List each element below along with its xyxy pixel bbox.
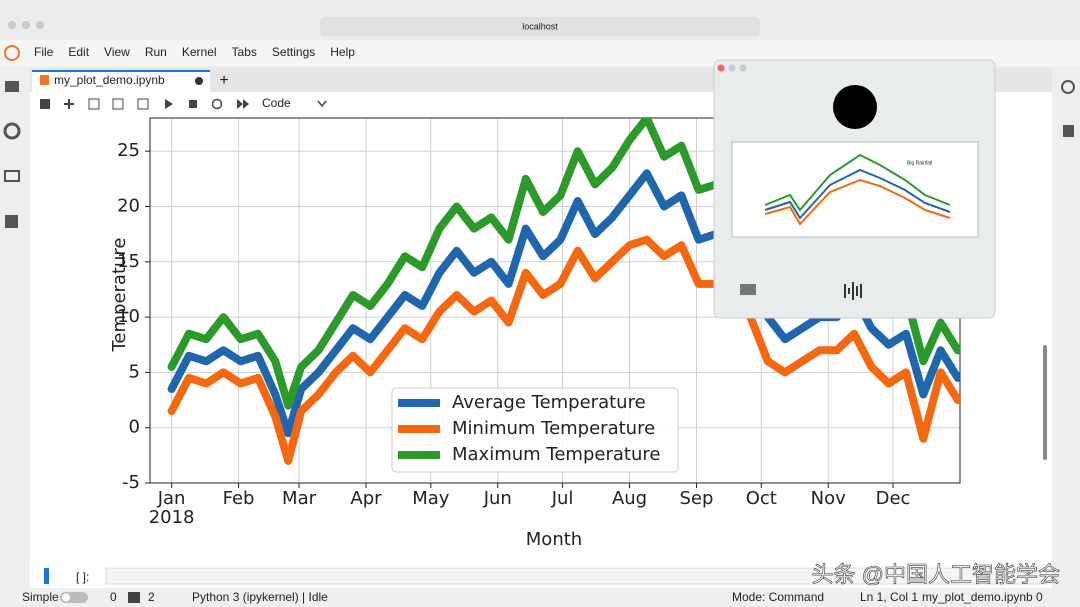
menu-item[interactable]: Kernel	[182, 45, 217, 59]
legend-label: Minimum Temperature	[452, 418, 655, 439]
file-name: my_plot_demo.ipynb	[922, 590, 1033, 604]
sidebar-icon[interactable]	[1061, 80, 1075, 94]
camera-dot	[833, 85, 877, 129]
thumbnail-line	[764, 178, 951, 226]
new-tab[interactable]: +	[219, 72, 228, 89]
status-simple: Simple	[22, 590, 59, 604]
legend: Average Temperature Minimum Temperature Ma…	[391, 387, 679, 473]
chart: -5 0 5 10 15 20 25 Jan Feb Mar Apr May Jun Jul Aug Sep O…	[109, 117, 961, 550]
x-tick-label: Oct	[746, 488, 777, 509]
tab[interactable]	[32, 70, 210, 92]
thumbnail	[731, 141, 979, 238]
terminal-icon	[128, 592, 140, 603]
tab-title: my_plot_demo.ipynb	[54, 73, 165, 87]
x-tick-label: Sep	[680, 488, 714, 509]
restart-icon[interactable]	[211, 98, 223, 110]
x-tick-label: Mar	[282, 488, 317, 509]
jupyter-logo	[4, 45, 20, 61]
x-axis-label: Month	[526, 529, 582, 550]
save-icon[interactable]	[40, 99, 50, 109]
y-tick-label: 15	[117, 251, 140, 272]
unsaved-dot[interactable]	[195, 77, 203, 85]
x-tick-label: Jul	[551, 488, 574, 509]
menu-item[interactable]: View	[104, 45, 130, 59]
paste-icon[interactable]	[137, 98, 149, 110]
x-tick-label: Nov	[811, 488, 846, 509]
menu-item[interactable]: Settings	[272, 45, 315, 59]
x-tick-label: Apr	[350, 488, 382, 509]
audio-icon[interactable]	[844, 282, 862, 300]
run-all-icon[interactable]	[237, 99, 249, 109]
copy-icon[interactable]	[112, 98, 124, 110]
legend-label: Average Temperature	[452, 392, 646, 413]
sidebar-icon[interactable]	[5, 215, 18, 228]
x-tick-year: 2018	[149, 507, 195, 528]
stop-icon[interactable]	[189, 100, 197, 108]
window-button[interactable]	[36, 21, 44, 29]
sidebar-icon[interactable]	[3, 122, 21, 140]
scrollbar[interactable]	[1043, 345, 1047, 460]
status-count: 0	[110, 590, 117, 604]
run-icon[interactable]	[165, 99, 173, 109]
address-text: localhost	[522, 21, 558, 31]
cell-type[interactable]: Code	[262, 96, 291, 110]
notification-count: 0	[1036, 590, 1043, 604]
status-bar	[0, 588, 1080, 607]
address-bar[interactable]	[320, 17, 760, 36]
y-tick-label: 20	[117, 195, 140, 216]
window-button[interactable]	[739, 64, 747, 72]
y-tick-label: 5	[129, 361, 140, 382]
sidebar-icon[interactable]	[5, 81, 19, 92]
y-tick-label: 25	[117, 140, 140, 161]
menu-item[interactable]: Run	[145, 45, 167, 59]
toggle-knob	[62, 593, 70, 602]
thumbnail-line	[764, 153, 951, 212]
menu-item[interactable]: Tabs	[232, 45, 257, 59]
window-button[interactable]	[717, 64, 725, 72]
x-tick-label: Dec	[876, 488, 911, 509]
window-button[interactable]	[8, 21, 16, 29]
thumbnail-line	[764, 168, 951, 220]
left-sidebar	[0, 66, 26, 588]
add-icon[interactable]	[68, 99, 70, 109]
window-button[interactable]	[728, 64, 736, 72]
window-button[interactable]	[22, 21, 30, 29]
screen-icon[interactable]	[740, 284, 756, 295]
notebook-icon	[40, 75, 49, 85]
x-tick-label: Jun	[483, 488, 512, 509]
mode-status: Mode: Command	[732, 590, 824, 604]
y-axis-label: Temperature	[109, 237, 130, 352]
cell-prompt: [ ]:	[76, 570, 89, 584]
x-tick-label: Feb	[223, 488, 255, 509]
y-tick-label: -5	[122, 472, 140, 493]
menu-item[interactable]: File	[34, 45, 54, 59]
sidebar-icon[interactable]	[4, 170, 20, 182]
thumbnail-annotation: Big Rainfall	[907, 160, 932, 166]
active-cell-bar	[44, 568, 49, 584]
sidebar-icon[interactable]	[1063, 125, 1074, 137]
x-tick-label: Aug	[612, 488, 647, 509]
code-cell[interactable]	[105, 567, 1047, 585]
dropdown-arrow	[317, 100, 327, 108]
data-line	[167, 235, 960, 465]
y-tick-label: 0	[129, 417, 140, 438]
y-tick-label: 10	[117, 306, 140, 327]
menu-item[interactable]: Help	[330, 45, 355, 59]
legend-label: Maximum Temperature	[452, 444, 660, 465]
kernel-status: Python 3 (ipykernel) | Idle	[192, 590, 328, 604]
status-count: 2	[148, 590, 155, 604]
menu-item[interactable]: Edit	[68, 45, 89, 59]
x-tick-label: Jan	[157, 488, 186, 509]
menu: File Edit View Run Kernel Tabs Settings Help	[34, 45, 355, 59]
x-tick-label: May	[412, 488, 450, 509]
cursor-position: Ln 1, Col 1	[860, 590, 918, 604]
legend-box	[391, 387, 679, 473]
tab-indicator	[32, 70, 210, 72]
right-sidebar	[1054, 66, 1080, 588]
watermark: 头条 @中国人工智能学会	[812, 562, 1060, 587]
toolbar-icons	[40, 98, 249, 110]
cut-icon[interactable]	[88, 98, 100, 110]
popup-window: Big Rainfall	[713, 59, 996, 319]
